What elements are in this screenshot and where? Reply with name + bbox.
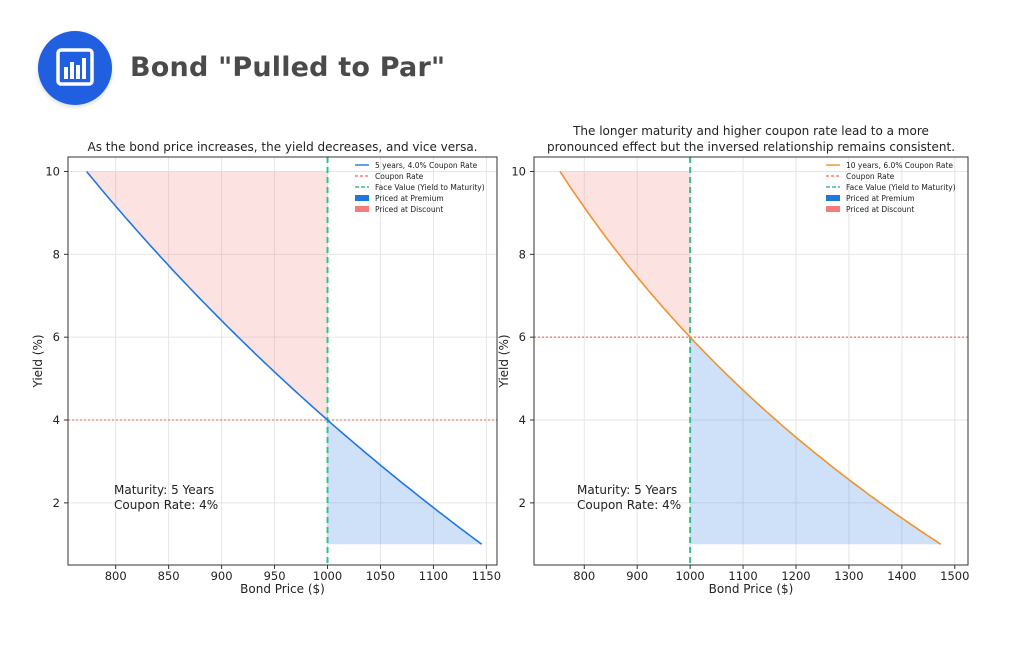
data-point bbox=[326, 419, 328, 421]
legend-label: Priced at Premium bbox=[846, 194, 915, 203]
data-point bbox=[481, 543, 483, 545]
y-tick-label: 4 bbox=[53, 413, 60, 427]
data-point bbox=[654, 295, 656, 297]
y-axis-label: Yield (%) bbox=[31, 334, 45, 388]
plot-area bbox=[68, 157, 497, 565]
data-point bbox=[405, 481, 407, 483]
x-tick-label: 1100 bbox=[419, 569, 448, 583]
y-tick-label: 10 bbox=[511, 164, 526, 178]
y-tick-label: 2 bbox=[519, 496, 526, 510]
data-point bbox=[830, 460, 832, 462]
legend-label: 5 years, 4.0% Coupon Rate bbox=[375, 161, 478, 170]
bar-chart-icon bbox=[56, 48, 94, 86]
chart-2: 800 900 1000 1100 1200 1300 1400 1500 2 4 6 8 10 The … bbox=[497, 124, 969, 596]
data-point bbox=[618, 253, 620, 255]
legend-label: Face Value (Yield to Maturity) bbox=[375, 183, 485, 192]
y-tick-label: 6 bbox=[53, 330, 60, 344]
chart-title: pronounced effect but the inversed relat… bbox=[547, 140, 955, 154]
legend-label: Coupon Rate bbox=[375, 172, 424, 181]
data-point bbox=[181, 295, 183, 297]
premium-region bbox=[327, 420, 482, 545]
legend-label: Priced at Discount bbox=[375, 205, 443, 214]
x-tick-label: 800 bbox=[573, 569, 595, 583]
y-tick-label: 4 bbox=[519, 413, 526, 427]
data-point bbox=[437, 502, 439, 504]
annotation-text: Coupon Rate: 4% bbox=[577, 498, 681, 512]
price-yield-line bbox=[85, 170, 483, 545]
x-tick-label: 1200 bbox=[781, 569, 810, 583]
data-point bbox=[147, 253, 149, 255]
legend-swatch bbox=[355, 206, 369, 212]
legend: 5 years, 4.0% Coupon Rate Coupon Rate Face… bbox=[355, 161, 485, 214]
x-axis-label: Bond Price ($) bbox=[709, 582, 794, 596]
chart-1: 800 850 900 950 1000 1050 1100 1150 2 4 6 8 10 As the… bbox=[31, 140, 501, 596]
x-tick-label: 1100 bbox=[728, 569, 757, 583]
x-tick-label: 1300 bbox=[834, 569, 863, 583]
data-point bbox=[888, 502, 890, 504]
plot-frame bbox=[533, 156, 969, 566]
data-point bbox=[115, 212, 117, 214]
legend-label: Priced at Discount bbox=[846, 205, 914, 214]
legend-swatch bbox=[826, 195, 840, 201]
chart-title: As the bond price increases, the yield d… bbox=[88, 140, 478, 154]
x-tick-label: 1000 bbox=[675, 569, 704, 583]
x-tick-label: 1000 bbox=[313, 569, 342, 583]
y-tick-label: 6 bbox=[519, 330, 526, 344]
plot-frame bbox=[67, 156, 498, 566]
annotation-text: Maturity: 5 Years bbox=[577, 483, 677, 497]
data-point bbox=[303, 398, 305, 400]
x-tick-label: 1050 bbox=[366, 569, 395, 583]
price-yield-line bbox=[559, 171, 942, 545]
y-axis-label: Yield (%) bbox=[497, 334, 511, 388]
legend-label: 10 years, 6.0% Coupon Rate bbox=[846, 161, 953, 170]
data-point bbox=[775, 419, 777, 421]
legend: 10 years, 6.0% Coupon Rate Coupon Rate Fac… bbox=[826, 161, 956, 214]
data-point bbox=[218, 336, 220, 338]
legend-label: Face Value (Yield to Maturity) bbox=[846, 183, 956, 192]
y-tick-label: 10 bbox=[45, 164, 60, 178]
data-point bbox=[258, 377, 260, 379]
premium-region bbox=[690, 337, 941, 545]
data-point bbox=[559, 170, 561, 172]
x-tick-label: 1500 bbox=[940, 569, 969, 583]
y-tick-label: 8 bbox=[53, 247, 60, 261]
plot-area bbox=[534, 157, 968, 565]
legend-label: Coupon Rate bbox=[846, 172, 895, 181]
data-point bbox=[87, 170, 89, 172]
data-point bbox=[943, 543, 945, 545]
y-tick-label: 8 bbox=[519, 247, 526, 261]
x-tick-label: 900 bbox=[626, 569, 648, 583]
x-axis-label: Bond Price ($) bbox=[240, 582, 325, 596]
page-title: Bond "Pulled to Par" bbox=[130, 52, 446, 83]
legend-swatch bbox=[826, 206, 840, 212]
chart-title: The longer maturity and higher coupon ra… bbox=[572, 124, 929, 138]
annotation-text: Maturity: 5 Years bbox=[114, 483, 214, 497]
legend-swatch bbox=[355, 195, 369, 201]
annotation-text: Coupon Rate: 4% bbox=[114, 498, 218, 512]
x-tick-label: 950 bbox=[264, 569, 286, 583]
discount-region bbox=[560, 171, 691, 338]
data-point bbox=[728, 377, 730, 379]
x-tick-label: 1150 bbox=[472, 569, 501, 583]
x-tick-label: 1400 bbox=[887, 569, 916, 583]
header-logo bbox=[38, 31, 112, 105]
discount-region bbox=[86, 171, 328, 421]
x-tick-label: 850 bbox=[158, 569, 180, 583]
x-tick-label: 900 bbox=[211, 569, 233, 583]
data-point bbox=[352, 440, 354, 442]
y-tick-label: 2 bbox=[53, 496, 60, 510]
data-point bbox=[586, 212, 588, 214]
x-tick-label: 800 bbox=[105, 569, 127, 583]
legend-label: Priced at Premium bbox=[375, 194, 444, 203]
data-point bbox=[689, 336, 691, 338]
